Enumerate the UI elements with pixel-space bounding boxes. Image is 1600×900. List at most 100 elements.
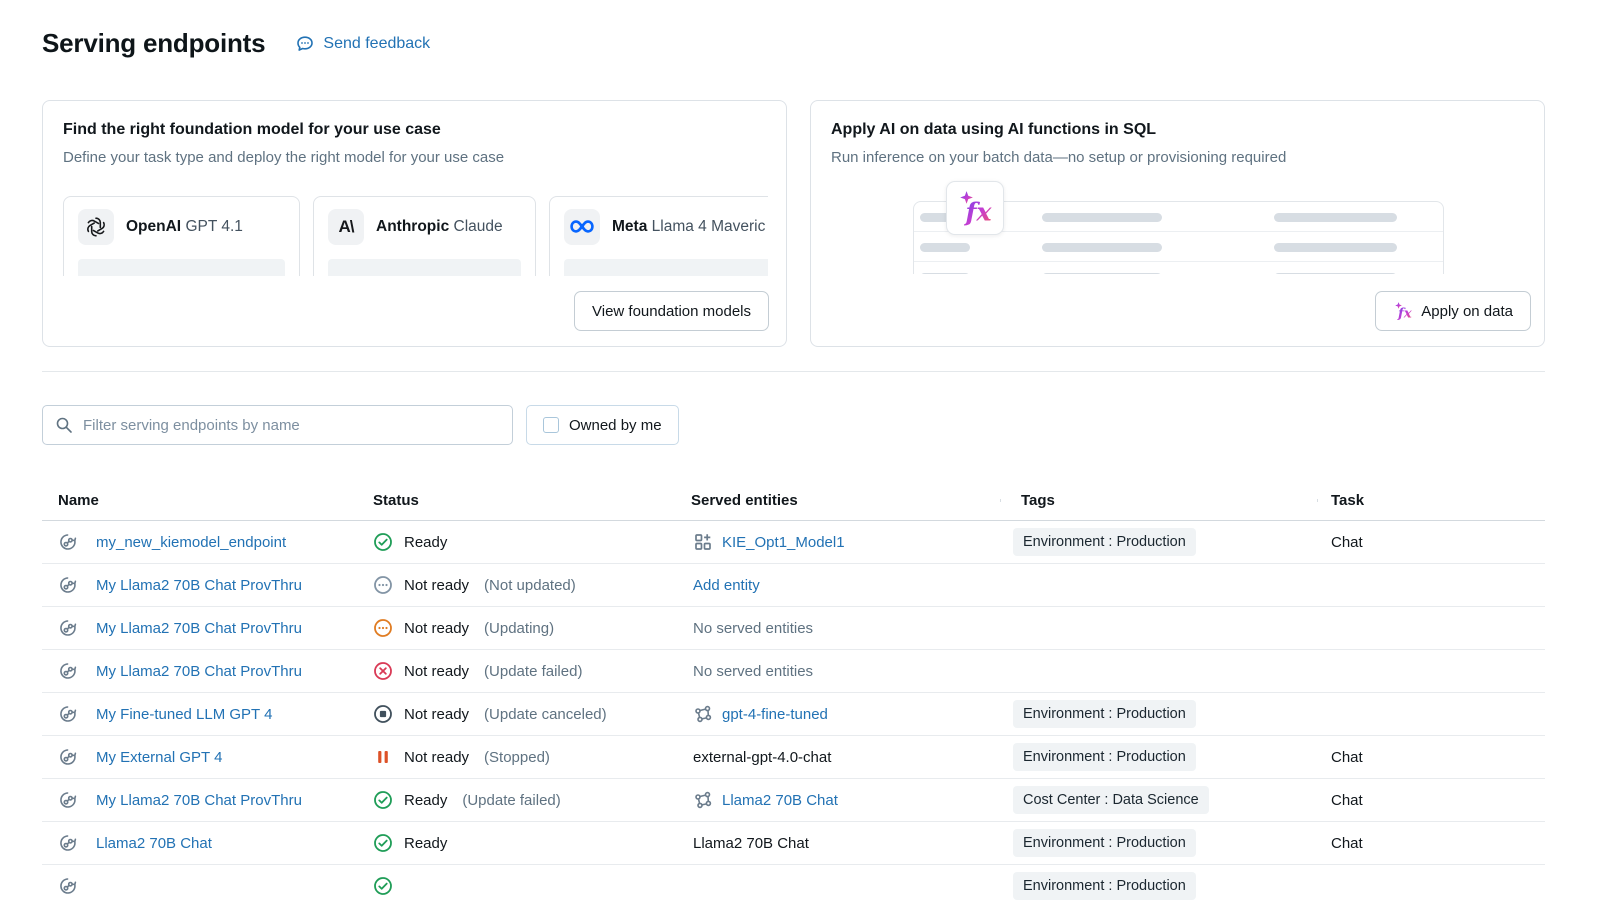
endpoint-name-link[interactable]: Llama2 70B Chat xyxy=(96,834,212,852)
table-row: My External GPT 4 Not ready (Stopped) ex… xyxy=(42,736,1545,779)
table-row: Llama2 70B Chat Ready Llama2 70B Chat En… xyxy=(42,822,1545,865)
status-icon xyxy=(373,575,393,595)
anthropic-logo: A\ xyxy=(328,209,364,245)
status-text: Not ready xyxy=(404,705,470,723)
serving-endpoint-icon xyxy=(58,833,78,853)
endpoint-name-link[interactable]: My Llama2 70B Chat ProvThru xyxy=(96,662,302,680)
status-icon xyxy=(373,661,393,681)
model-chip-label: OpenAI GPT 4.1 xyxy=(126,218,243,235)
serving-endpoint-icon xyxy=(58,790,78,810)
model-chips-row: OpenAI GPT 4.1 A\ Anthropic Claude xyxy=(63,196,768,276)
status-icon xyxy=(373,833,393,853)
status-text: Ready xyxy=(404,533,448,551)
task-label: Chat xyxy=(1331,834,1363,852)
serving-endpoint-icon xyxy=(58,532,78,552)
served-entity-link[interactable]: gpt-4-fine-tuned xyxy=(722,705,828,723)
status-text: Ready xyxy=(404,791,448,809)
served-entity-link[interactable]: KIE_Opt1_Model1 xyxy=(722,533,845,551)
tag-chip: Environment : Production xyxy=(1013,872,1196,900)
model-chip-label: Anthropic Claude xyxy=(376,218,503,235)
tag-chip: Environment : Production xyxy=(1013,528,1196,556)
column-header-tags[interactable]: Tags xyxy=(1000,492,1317,509)
status-text: Not ready xyxy=(404,748,470,766)
status-detail: (Update canceled) xyxy=(484,705,607,723)
endpoint-name-link[interactable]: My Llama2 70B Chat ProvThru xyxy=(96,576,302,594)
served-entity-link: external-gpt-4.0-chat xyxy=(693,748,832,766)
tag-chip: Cost Center : Data Science xyxy=(1013,786,1209,814)
serving-endpoint-icon xyxy=(58,575,78,595)
ai-function-fx-icon: fx xyxy=(946,181,1004,235)
table-row: My Llama2 70B Chat ProvThru Not ready (U… xyxy=(42,650,1545,693)
model-chip-openai[interactable]: OpenAI GPT 4.1 xyxy=(63,196,300,276)
openai-logo xyxy=(78,209,114,245)
status-text: Not ready xyxy=(404,619,470,637)
endpoint-name-link[interactable]: My External GPT 4 xyxy=(96,748,223,766)
endpoint-name-link[interactable]: My Llama2 70B Chat ProvThru xyxy=(96,619,302,637)
endpoint-name-link[interactable]: my_new_kiemodel_endpoint xyxy=(96,533,287,551)
status-icon xyxy=(373,532,393,552)
filter-endpoints-input[interactable] xyxy=(42,405,513,445)
search-icon xyxy=(55,416,73,434)
table-body: my_new_kiemodel_endpoint Ready KIE_Opt1_… xyxy=(42,521,1545,900)
tag-chip: Environment : Production xyxy=(1013,743,1196,771)
skeleton-bar xyxy=(78,259,285,276)
served-entity-icon xyxy=(693,704,713,724)
owned-by-me-checkbox[interactable] xyxy=(543,417,559,433)
apply-on-data-button[interactable]: fx Apply on data xyxy=(1375,291,1531,331)
status-detail: (Not updated) xyxy=(484,576,576,594)
table-row: My Llama2 70B Chat ProvThru Ready (Updat… xyxy=(42,779,1545,822)
serving-endpoint-icon xyxy=(58,661,78,681)
status-text: Not ready xyxy=(404,576,470,594)
table-row: My Llama2 70B Chat ProvThru Not ready (U… xyxy=(42,607,1545,650)
page-title: Serving endpoints xyxy=(42,28,266,58)
task-label: Chat xyxy=(1331,791,1363,809)
promo-cards-row: Find the right foundation model for your… xyxy=(42,100,1545,347)
endpoint-name-link[interactable]: My Llama2 70B Chat ProvThru xyxy=(96,791,302,809)
speech-bubble-icon xyxy=(295,34,315,54)
status-detail: (Update failed) xyxy=(484,662,583,680)
served-entity-link[interactable]: Llama2 70B Chat xyxy=(722,791,838,809)
ai-function-fx-icon: fx xyxy=(1393,301,1413,321)
owned-by-me-label: Owned by me xyxy=(569,416,662,434)
serving-endpoint-icon xyxy=(58,876,78,896)
column-header-served-entities[interactable]: Served entities xyxy=(691,491,798,509)
status-detail: (Stopped) xyxy=(484,748,550,766)
filter-row: Owned by me xyxy=(42,405,679,445)
status-text: Ready xyxy=(404,834,448,852)
served-entity-icon xyxy=(693,532,713,552)
task-label: Chat xyxy=(1331,533,1363,551)
serving-endpoint-icon xyxy=(58,618,78,638)
column-header-name[interactable]: Name xyxy=(58,491,99,509)
served-entity-link: No served entities xyxy=(693,619,814,637)
send-feedback-label: Send feedback xyxy=(323,34,431,52)
ai-functions-card: Apply AI on data using AI functions in S… xyxy=(810,100,1545,347)
ai-functions-illustration: fx xyxy=(831,181,1524,291)
status-text: Not ready xyxy=(404,662,470,680)
ai-card-title: Apply AI on data using AI functions in S… xyxy=(831,121,1157,138)
foundation-models-card: Find the right foundation model for your… xyxy=(42,100,787,347)
skeleton-bar xyxy=(328,259,521,276)
status-detail: (Update failed) xyxy=(462,791,561,809)
foundation-card-title: Find the right foundation model for your… xyxy=(63,121,441,138)
endpoint-name-link[interactable]: My Fine-tuned LLM GPT 4 xyxy=(96,705,273,723)
section-divider xyxy=(42,371,1545,372)
table-row: My Fine-tuned LLM GPT 4 Not ready (Updat… xyxy=(42,693,1545,736)
served-entity-link: No served entities xyxy=(693,662,814,680)
column-header-status[interactable]: Status xyxy=(373,491,419,509)
skeleton-bar xyxy=(564,259,768,276)
send-feedback-link[interactable]: Send feedback xyxy=(295,34,430,54)
meta-logo xyxy=(564,209,600,245)
status-detail: (Updating) xyxy=(484,619,555,637)
view-foundation-models-button[interactable]: View foundation models xyxy=(574,291,769,331)
column-header-task[interactable]: Task xyxy=(1317,492,1545,509)
task-label: Chat xyxy=(1331,748,1363,766)
ai-card-subtitle: Run inference on your batch data—no setu… xyxy=(831,149,1287,166)
table-row: my_new_kiemodel_endpoint Ready KIE_Opt1_… xyxy=(42,521,1545,564)
model-chip-meta[interactable]: Meta Llama 4 Maveric xyxy=(549,196,768,276)
served-entity-link[interactable]: Add entity xyxy=(693,576,760,594)
owned-by-me-toggle[interactable]: Owned by me xyxy=(526,405,679,445)
model-chip-anthropic[interactable]: A\ Anthropic Claude xyxy=(313,196,536,276)
table-header: Name Status Served entities Tags Task xyxy=(42,480,1545,521)
page-header: Serving endpoints Send feedback xyxy=(42,28,430,59)
